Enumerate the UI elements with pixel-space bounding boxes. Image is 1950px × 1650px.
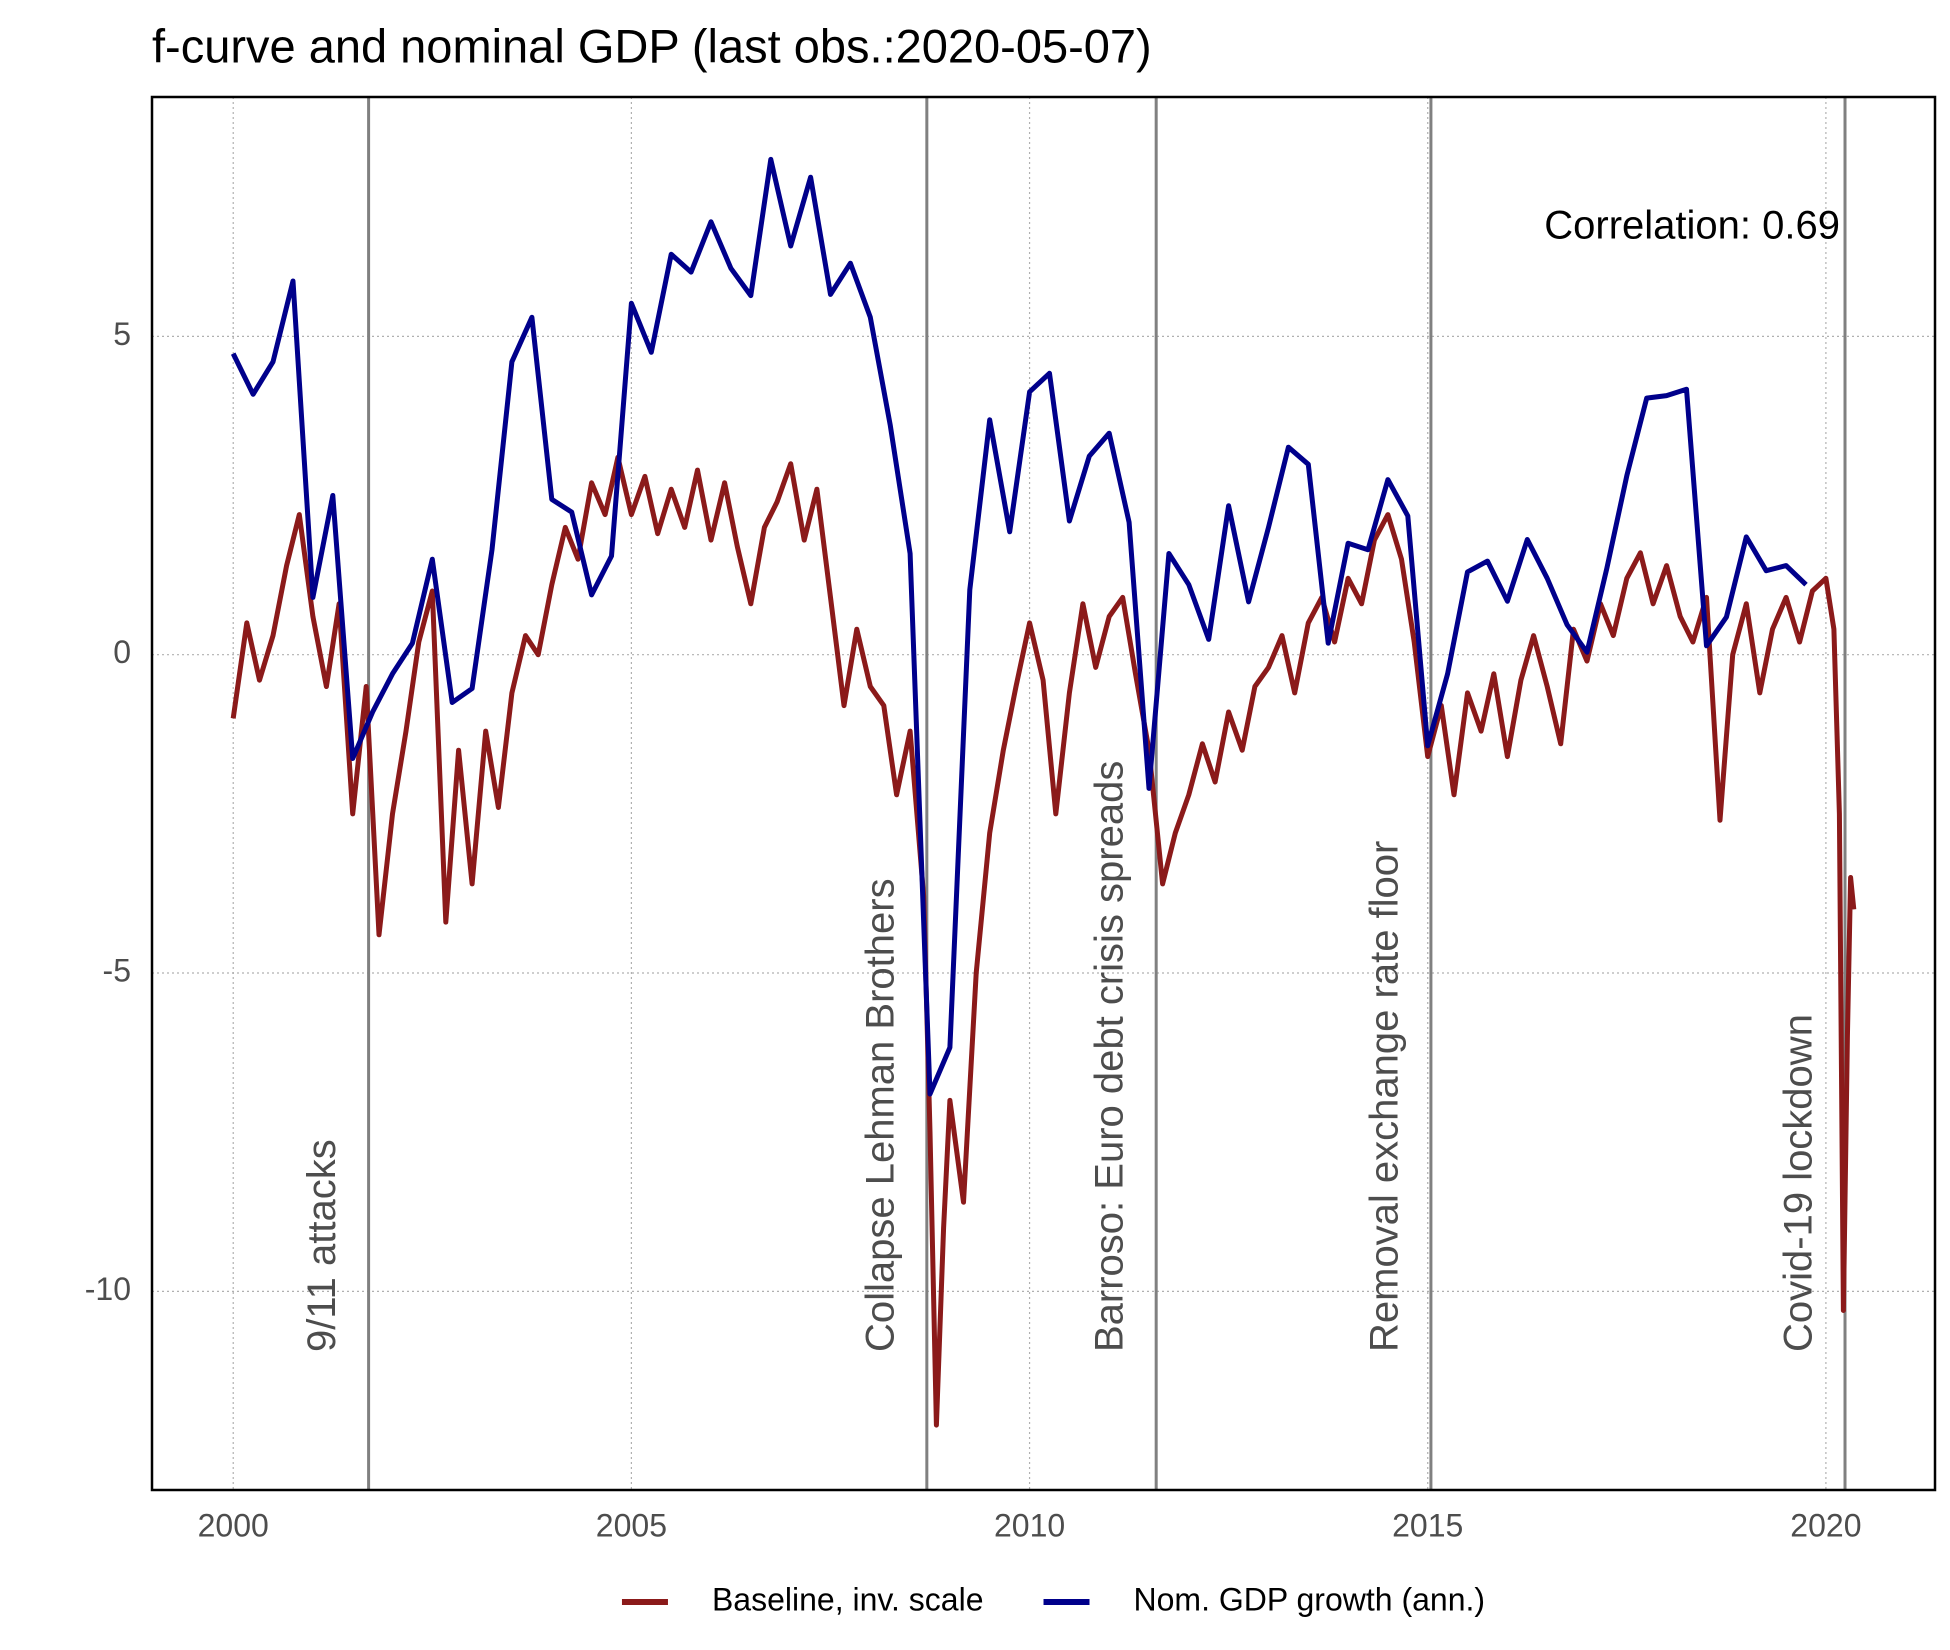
series-line bbox=[230, 156, 1808, 1097]
x-tick-label: 2010 bbox=[994, 1507, 1065, 1543]
y-tick-label: -5 bbox=[103, 952, 131, 988]
x-tick-label: 2015 bbox=[1392, 1507, 1463, 1543]
chart-title: f-curve and nominal GDP (last obs.:2020-… bbox=[152, 19, 1152, 72]
legend-label: Nom. GDP growth (ann.) bbox=[1134, 1581, 1486, 1617]
event-label: Covid-19 lockdown bbox=[1777, 1014, 1821, 1352]
event-label: Barroso: Euro debt crisis spreads bbox=[1088, 761, 1132, 1352]
x-tick-label: 2020 bbox=[1790, 1507, 1861, 1543]
legend: Baseline, inv. scale Nom. GDP growth (ann… bbox=[621, 1581, 1486, 1617]
x-tick-label: 2000 bbox=[198, 1507, 269, 1543]
x-tick-label: 2005 bbox=[596, 1507, 667, 1543]
series-line bbox=[230, 454, 1857, 1428]
legend-label: Baseline, inv. scale bbox=[712, 1581, 984, 1617]
event-label: Collapse Lehman Brothers bbox=[858, 878, 902, 1352]
y-tick-label: 5 bbox=[113, 316, 131, 352]
annotation: Correlation: 0.69 bbox=[1544, 204, 1840, 248]
event-label: Removal exchange rate floor bbox=[1362, 841, 1406, 1352]
plot-border bbox=[150, 95, 1937, 1492]
y-tick-label: 0 bbox=[113, 634, 131, 670]
event-label: 9/11 attacks bbox=[300, 1139, 344, 1352]
y-tick-label: -10 bbox=[85, 1271, 131, 1307]
